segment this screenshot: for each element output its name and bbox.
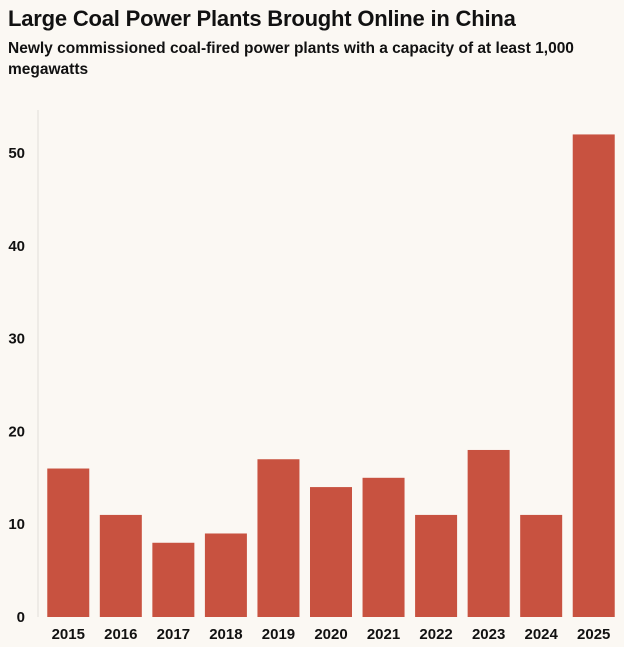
x-tick-label-2022: 2022 bbox=[419, 626, 452, 643]
bar-2017 bbox=[152, 542, 195, 617]
y-tick-label: 50 bbox=[8, 145, 25, 162]
y-tick-label: 0 bbox=[17, 609, 25, 626]
x-tick-label-2017: 2017 bbox=[157, 626, 190, 643]
x-tick-label-2015: 2015 bbox=[52, 626, 85, 643]
bar-2024 bbox=[520, 514, 563, 617]
x-tick-label-2020: 2020 bbox=[314, 626, 347, 643]
bar-2016 bbox=[99, 514, 142, 617]
y-tick-label: 40 bbox=[8, 238, 25, 255]
bar-2021 bbox=[362, 477, 405, 617]
y-tick-label: 20 bbox=[8, 423, 25, 440]
chart-title: Large Coal Power Plants Brought Online i… bbox=[8, 6, 516, 31]
x-tick-label-2021: 2021 bbox=[367, 626, 400, 643]
x-tick-label-2019: 2019 bbox=[262, 626, 295, 643]
bar-2023 bbox=[467, 449, 510, 617]
y-tick-label: 30 bbox=[8, 331, 25, 348]
bar-2025 bbox=[572, 134, 615, 617]
y-tick-label: 10 bbox=[8, 516, 25, 533]
x-tick-label-2023: 2023 bbox=[472, 626, 505, 643]
x-tick-label-2018: 2018 bbox=[209, 626, 242, 643]
bar-2015 bbox=[47, 468, 90, 617]
bar-2018 bbox=[204, 533, 247, 617]
bars bbox=[47, 134, 615, 617]
bar-2019 bbox=[257, 459, 300, 617]
x-axis-ticks: 2015 2016 2017 2018 2019 2020 2021 2022 2023 2024… bbox=[52, 626, 611, 643]
x-tick-label-2025: 2025 bbox=[577, 626, 610, 643]
x-tick-label-2016: 2016 bbox=[104, 626, 137, 643]
x-tick-label-2024: 2024 bbox=[524, 626, 558, 643]
bar-2022 bbox=[415, 514, 458, 617]
bar-2020 bbox=[310, 487, 352, 617]
chart-subtitle: Newly commissioned coal-fired power plan… bbox=[8, 40, 574, 78]
y-axis-ticks: 0 10 20 30 40 50 bbox=[8, 145, 25, 626]
